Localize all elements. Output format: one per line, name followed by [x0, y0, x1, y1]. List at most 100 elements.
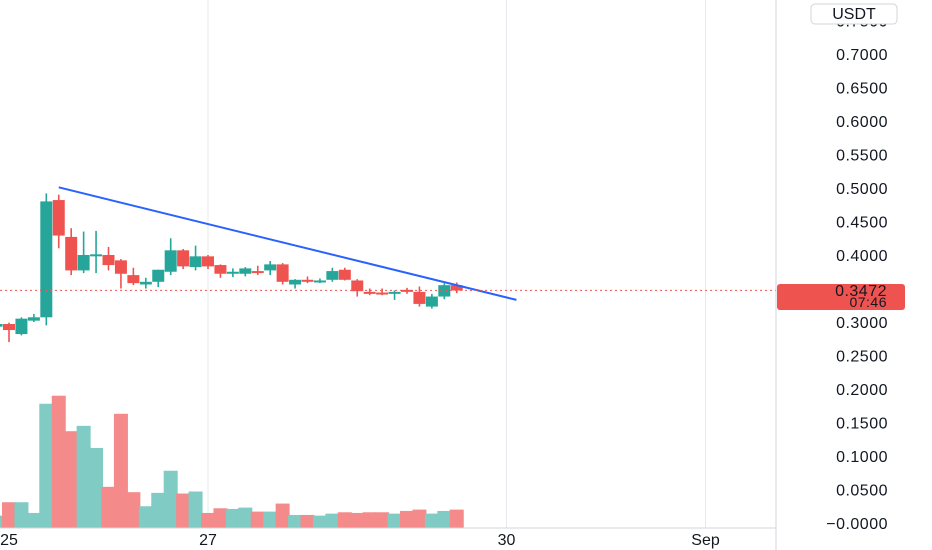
- candle: [65, 228, 78, 276]
- volume-bar: [51, 395, 66, 528]
- candle-body: [351, 280, 364, 292]
- time-tick-2: 30: [498, 532, 516, 549]
- candle-body: [401, 289, 413, 292]
- candle: [363, 288, 376, 296]
- volume-bar: [449, 509, 464, 528]
- candle-body: [27, 317, 40, 321]
- volume-bar: [101, 486, 116, 528]
- price-tick-12: 0.1000: [836, 449, 888, 466]
- time-axis[interactable]: 25 27 30 Sep: [0, 532, 720, 549]
- candle-body: [139, 281, 152, 285]
- price-tick-1: 0.7000: [836, 47, 888, 64]
- price-tick-11: 0.1500: [836, 416, 888, 433]
- candle-body: [264, 264, 277, 271]
- candle-body: [90, 254, 103, 257]
- candle-body: [388, 291, 401, 294]
- volume-bar: [176, 493, 191, 528]
- candle-body: [77, 255, 90, 271]
- candle-body: [413, 291, 426, 304]
- candle-body: [152, 269, 165, 282]
- volume-bar: [76, 425, 91, 528]
- volume-bar: [64, 431, 79, 528]
- candle: [40, 193, 53, 326]
- volume-bar: [113, 413, 128, 528]
- candle: [15, 317, 28, 336]
- volume-bar: [400, 510, 414, 528]
- last-price-countdown: 07:46: [849, 294, 887, 310]
- candle: [438, 283, 451, 300]
- candle: [338, 267, 351, 281]
- candle: [226, 268, 239, 278]
- candle: [52, 194, 65, 249]
- volume-bar: [213, 508, 228, 528]
- candle-body: [177, 250, 190, 267]
- candle: [289, 279, 302, 289]
- volume-bar: [275, 503, 290, 528]
- candle-body: [65, 236, 78, 271]
- volume-bar: [288, 514, 303, 528]
- volume-bar: [163, 470, 178, 528]
- candle: [139, 277, 152, 289]
- volume-bar: [437, 510, 452, 528]
- time-tick-1: 27: [199, 532, 217, 549]
- candle: [388, 290, 401, 300]
- price-tick-14: −0.0000: [826, 516, 888, 533]
- price-tick-5: 0.5000: [836, 181, 888, 198]
- price-tick-3: 0.6000: [836, 114, 888, 131]
- last-price-box: [777, 284, 905, 310]
- trendline[interactable]: [58, 186, 517, 301]
- candle-body: [338, 269, 351, 280]
- candle: [301, 276, 314, 284]
- candle-body: [3, 324, 15, 331]
- volume-bar: [263, 511, 278, 528]
- volume-bar: [325, 513, 340, 528]
- price-tick-8: 0.3000: [836, 315, 888, 332]
- candle: [351, 279, 364, 297]
- volume-bar: [126, 492, 141, 528]
- volume-bar: [250, 511, 265, 528]
- candle-body: [376, 292, 389, 295]
- volume-bar: [201, 512, 215, 528]
- volume-bar: [151, 492, 166, 528]
- volume-bar: [14, 502, 29, 528]
- candle-body: [15, 318, 28, 335]
- candle-body: [301, 279, 314, 282]
- candle-body: [313, 280, 326, 283]
- currency-label-text: USDT: [832, 6, 876, 23]
- candle-body: [114, 260, 127, 274]
- volume-bar: [26, 512, 41, 528]
- candle-body: [127, 275, 140, 284]
- candle-body: [226, 271, 239, 274]
- volume-bar: [350, 512, 365, 528]
- candle: [401, 287, 413, 294]
- candles: [0, 193, 463, 343]
- price-tick-9: 0.2500: [836, 349, 888, 366]
- candle: [127, 267, 140, 286]
- volume-bar: [387, 513, 402, 528]
- volume-bar: [0, 515, 4, 528]
- volume-bar: [424, 513, 439, 528]
- candle-body: [164, 250, 177, 272]
- candle: [326, 267, 339, 282]
- candle: [77, 231, 90, 274]
- volume-bar: [312, 515, 327, 528]
- candle-body: [202, 256, 214, 267]
- price-tick-2: 0.6500: [836, 81, 888, 98]
- candle-body: [425, 296, 438, 307]
- candle-body: [251, 271, 264, 274]
- candle-body: [326, 271, 339, 280]
- volume-bar: [89, 447, 104, 528]
- candle: [425, 293, 438, 309]
- volume-bar: [375, 512, 390, 528]
- price-axis[interactable]: 0.75000.70000.65000.60000.55000.50000.45…: [826, 14, 888, 534]
- currency-label[interactable]: USDT: [810, 3, 898, 25]
- candle: [202, 255, 214, 270]
- volume-bar: [412, 509, 427, 528]
- last-price-badge: 0.3472 07:46: [777, 283, 905, 310]
- candle: [376, 288, 389, 296]
- candle: [114, 259, 127, 289]
- price-tick-6: 0.4500: [836, 215, 888, 232]
- candle-body: [214, 265, 227, 274]
